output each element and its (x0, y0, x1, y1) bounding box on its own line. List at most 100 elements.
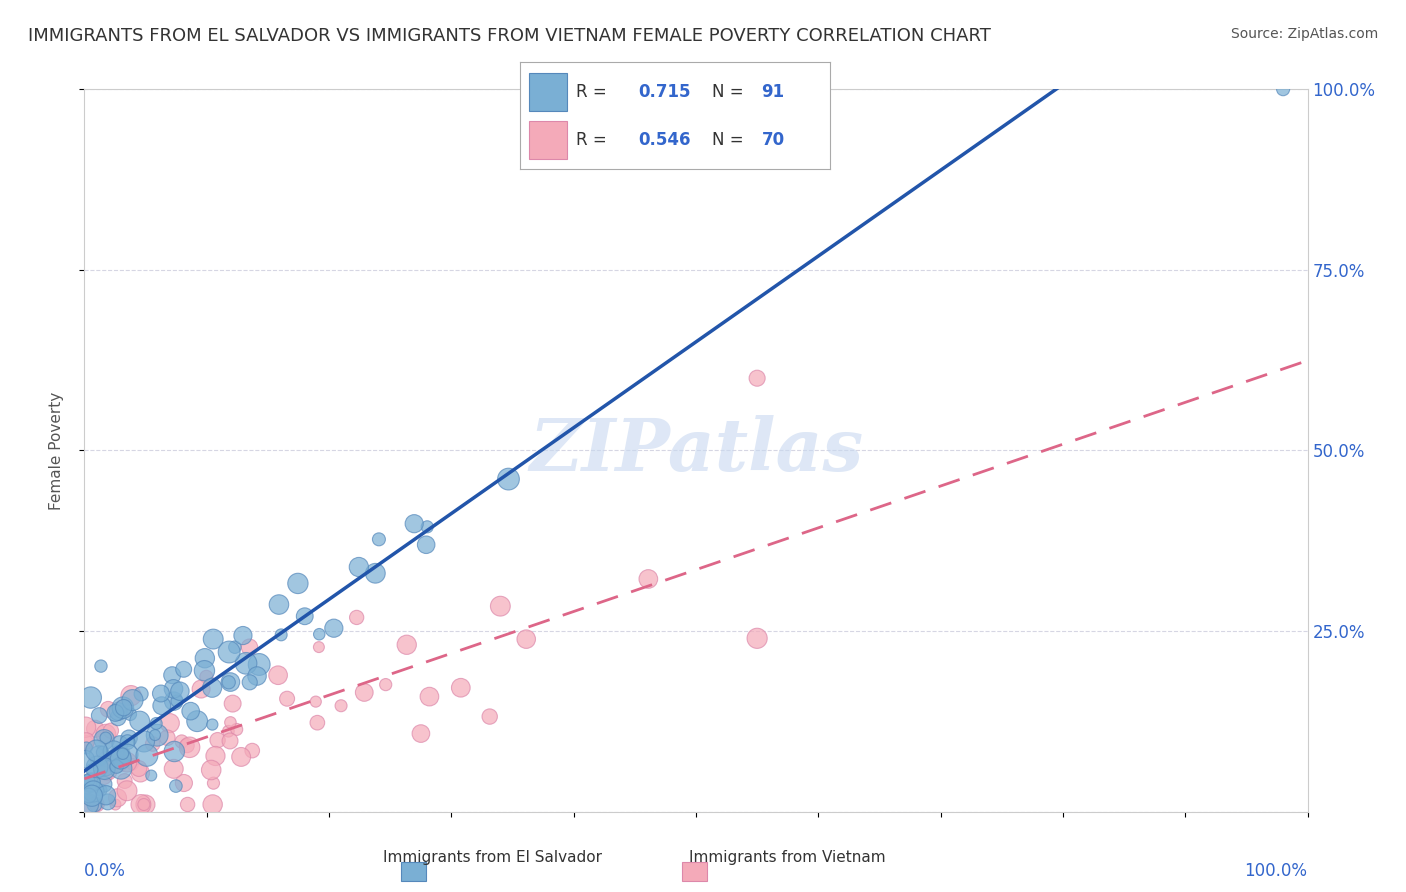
Point (637, 572, 659, 586)
Point (322, 621, 344, 635)
Point (77, 773, 100, 788)
Point (478, 709, 501, 723)
Point (104, 797, 127, 812)
Point (86, 797, 108, 812)
Point (103, 744, 125, 758)
Point (201, 717, 224, 731)
Point (395, 638, 418, 652)
Point (118, 731, 141, 746)
Point (135, 748, 157, 763)
Point (132, 797, 155, 812)
Point (346, 610, 368, 624)
Point (202, 632, 225, 646)
Point (93, 777, 115, 791)
Point (97, 702, 120, 716)
Point (330, 698, 353, 713)
Point (76, 797, 98, 811)
Text: R =: R = (576, 130, 612, 148)
Point (80, 690, 103, 705)
Point (128, 714, 150, 728)
Text: ZIPatlas: ZIPatlas (529, 415, 863, 486)
Point (201, 797, 224, 812)
Point (204, 749, 226, 764)
Point (193, 664, 215, 678)
Point (86, 744, 108, 758)
Point (308, 640, 330, 654)
Point (141, 768, 163, 782)
Point (117, 747, 139, 762)
Point (267, 598, 290, 612)
Point (107, 705, 129, 719)
Point (93, 732, 115, 747)
Point (374, 677, 396, 691)
Point (121, 757, 143, 772)
Point (83, 797, 105, 812)
Point (110, 751, 132, 765)
Point (111, 700, 134, 714)
Point (416, 520, 439, 534)
Point (114, 774, 136, 789)
Point (159, 716, 181, 731)
Point (202, 776, 225, 790)
Point (287, 576, 309, 591)
Point (112, 700, 135, 714)
Point (128, 762, 150, 776)
Point (353, 685, 375, 699)
Point (107, 711, 129, 725)
Point (76, 797, 98, 812)
Point (207, 733, 229, 747)
Point (156, 731, 179, 745)
Point (305, 695, 328, 709)
Point (515, 632, 537, 647)
Point (75, 752, 97, 766)
Point (77, 789, 100, 803)
FancyBboxPatch shape (530, 121, 567, 159)
Point (120, 689, 142, 703)
Point (115, 783, 138, 797)
Point (163, 744, 186, 758)
Text: IMMIGRANTS FROM EL SALVADOR VS IMMIGRANTS FROM VIETNAM FEMALE POVERTY CORRELATIO: IMMIGRANTS FROM EL SALVADOR VS IMMIGRANT… (28, 27, 991, 45)
Point (246, 669, 269, 683)
Point (94, 789, 117, 803)
Point (173, 662, 195, 676)
Point (129, 687, 152, 701)
Point (93, 762, 115, 776)
Point (110, 761, 132, 775)
Point (80, 763, 103, 777)
Point (111, 702, 134, 716)
Point (91, 745, 114, 759)
Point (86, 760, 108, 774)
Point (409, 726, 432, 740)
Point (217, 724, 239, 739)
Point (747, 371, 769, 385)
Text: N =: N = (711, 130, 749, 148)
Point (1272, 82, 1295, 96)
Point (224, 640, 246, 655)
Point (163, 762, 186, 776)
Point (149, 686, 172, 700)
Point (96, 764, 118, 778)
Point (201, 681, 224, 695)
FancyBboxPatch shape (530, 73, 567, 111)
Point (219, 675, 242, 690)
Point (169, 684, 191, 698)
Point (163, 694, 186, 708)
Point (94, 727, 117, 741)
Point (294, 609, 316, 624)
Point (221, 697, 243, 711)
Point (190, 681, 212, 696)
Point (142, 737, 165, 751)
Point (120, 707, 142, 722)
Point (145, 716, 167, 731)
Point (121, 693, 143, 707)
Point (347, 560, 370, 574)
Text: N =: N = (711, 84, 749, 102)
Text: Source: ZipAtlas.com: Source: ZipAtlas.com (1230, 27, 1378, 41)
Point (84, 722, 107, 736)
Text: 0.0%: 0.0% (84, 863, 127, 880)
Point (104, 706, 127, 720)
Point (82, 784, 104, 798)
Point (308, 627, 330, 641)
Point (200, 763, 222, 777)
Point (450, 681, 472, 695)
